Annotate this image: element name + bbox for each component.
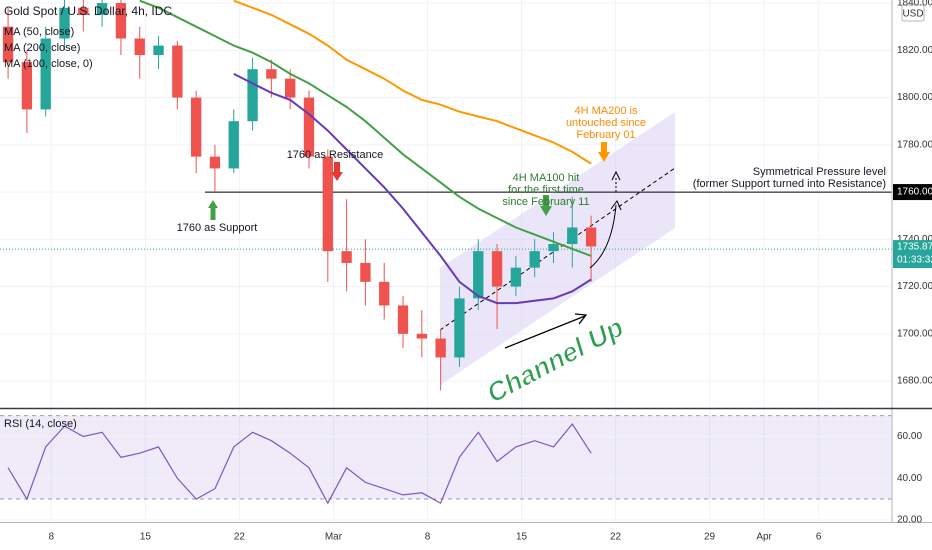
x-tick-label: 8	[425, 532, 431, 543]
ma-line	[233, 73, 592, 305]
candle-body	[40, 38, 51, 110]
grid	[0, 0, 892, 522]
currency: USD	[902, 9, 923, 20]
x-tick-label: 6	[816, 532, 822, 543]
candle-body	[585, 227, 597, 247]
projection-curve	[589, 204, 617, 269]
resistance-arrow	[331, 162, 343, 181]
candle-body	[96, 3, 108, 15]
channel-arrow	[504, 315, 586, 349]
ma200-note: untouched since	[566, 117, 646, 129]
y-tick-label: 1780.00	[897, 139, 932, 150]
y-tick-label: 1740.00	[897, 234, 932, 245]
rsi-band	[0, 415, 892, 500]
ma-line	[233, 0, 592, 165]
price-axis	[892, 0, 932, 550]
candle-body	[322, 156, 333, 252]
legend-entry: MA (200, close)	[4, 42, 80, 54]
axes: 8 15 22 Mar 8 15 22 29 Apr 6 1680.00 1700.00 1720.00…	[49, 0, 932, 543]
level-price-label: 1760.00	[897, 187, 932, 198]
level-note: Symmetrical Pressure level	[753, 166, 886, 178]
candle-body	[190, 97, 202, 157]
candle-body	[285, 78, 296, 98]
ma200-arrow	[598, 142, 610, 162]
x-tick-label: 22	[610, 532, 622, 543]
candle-body	[341, 251, 352, 263]
last-price-label: 1735.87	[897, 242, 932, 253]
candle-body	[115, 3, 127, 39]
y-tick-label: 1840.00	[897, 0, 932, 9]
last-price-box	[893, 240, 932, 269]
support-label: 1760 as Support	[177, 222, 258, 234]
countdown: 01:33:32	[897, 255, 932, 266]
x-tick-label: Mar	[325, 532, 343, 543]
rsi-title: RSI (14, close)	[4, 418, 77, 430]
projection-arrowhead	[610, 200, 622, 211]
ma200-note: February 01	[576, 129, 635, 141]
y-tick-label: 1720.00	[897, 281, 932, 292]
ma100-note: since February 11	[502, 196, 589, 208]
x-tick-label: 8	[49, 532, 55, 543]
y-tick-label: 1700.00	[897, 328, 932, 339]
y-tick-label: 1800.00	[897, 92, 932, 103]
candle-body	[21, 62, 33, 110]
y-tick-label: 1680.00	[897, 376, 932, 387]
candle-body	[529, 251, 540, 268]
candle-body	[228, 121, 239, 169]
currency-box	[901, 4, 925, 22]
candle-body	[2, 26, 14, 63]
ma-line	[139, 0, 592, 257]
x-tick-label: Apr	[756, 532, 772, 543]
candle-body	[567, 227, 578, 245]
chart-title: Gold Spot / U.S. Dollar, 4h, IDC	[4, 4, 172, 18]
candle-body	[397, 305, 409, 334]
candle-body	[548, 244, 559, 252]
projection-arrowhead	[611, 170, 621, 181]
candle-body	[473, 251, 484, 299]
rsi-tick-label: 20.00	[897, 515, 922, 526]
ma100-note: 4H MA100 hit	[513, 172, 580, 184]
ma100-arrow	[540, 195, 552, 216]
ma200-note: 4H MA200 is	[575, 105, 638, 117]
channel-arrowhead	[574, 313, 588, 325]
candle-body	[209, 156, 221, 169]
support-arrow	[208, 200, 218, 220]
candle-body	[510, 267, 522, 287]
plot: MA (50, close) MA (200, close) MA (100, cl…	[0, 0, 892, 505]
candle-body	[435, 338, 446, 358]
rsi-tick-label: 60.00	[897, 431, 922, 442]
ma100-note: for the first time	[508, 184, 584, 196]
candle-body	[360, 262, 371, 282]
candle-body	[59, 7, 70, 39]
x-tick-label: 29	[704, 532, 716, 543]
candle-body	[134, 38, 145, 56]
rsi-tick-label: 40.00	[897, 473, 922, 484]
candle-body	[172, 45, 183, 98]
level-price-box	[893, 184, 932, 201]
x-tick-label: 22	[234, 532, 246, 543]
x-tick-label: 15	[516, 532, 528, 543]
rsi-line	[7, 422, 592, 505]
candle-body	[454, 298, 465, 358]
candle-body	[153, 45, 164, 56]
candle-body	[416, 333, 428, 339]
candle-body	[78, 7, 89, 15]
legend-entry: MA (50, close)	[4, 26, 74, 38]
resistance-label: 1760 as Resistance	[287, 149, 384, 161]
level-note: (former Support turned into Resistance)	[693, 178, 886, 190]
y-tick-label: 1820.00	[897, 45, 932, 56]
x-tick-label: 15	[140, 532, 152, 543]
candle-body	[379, 281, 390, 306]
legend-entry: MA (100, close, 0)	[4, 58, 93, 70]
candle-body	[491, 251, 503, 287]
candle-body	[266, 69, 277, 79]
candle-body	[247, 69, 258, 122]
candle-body	[303, 97, 315, 157]
